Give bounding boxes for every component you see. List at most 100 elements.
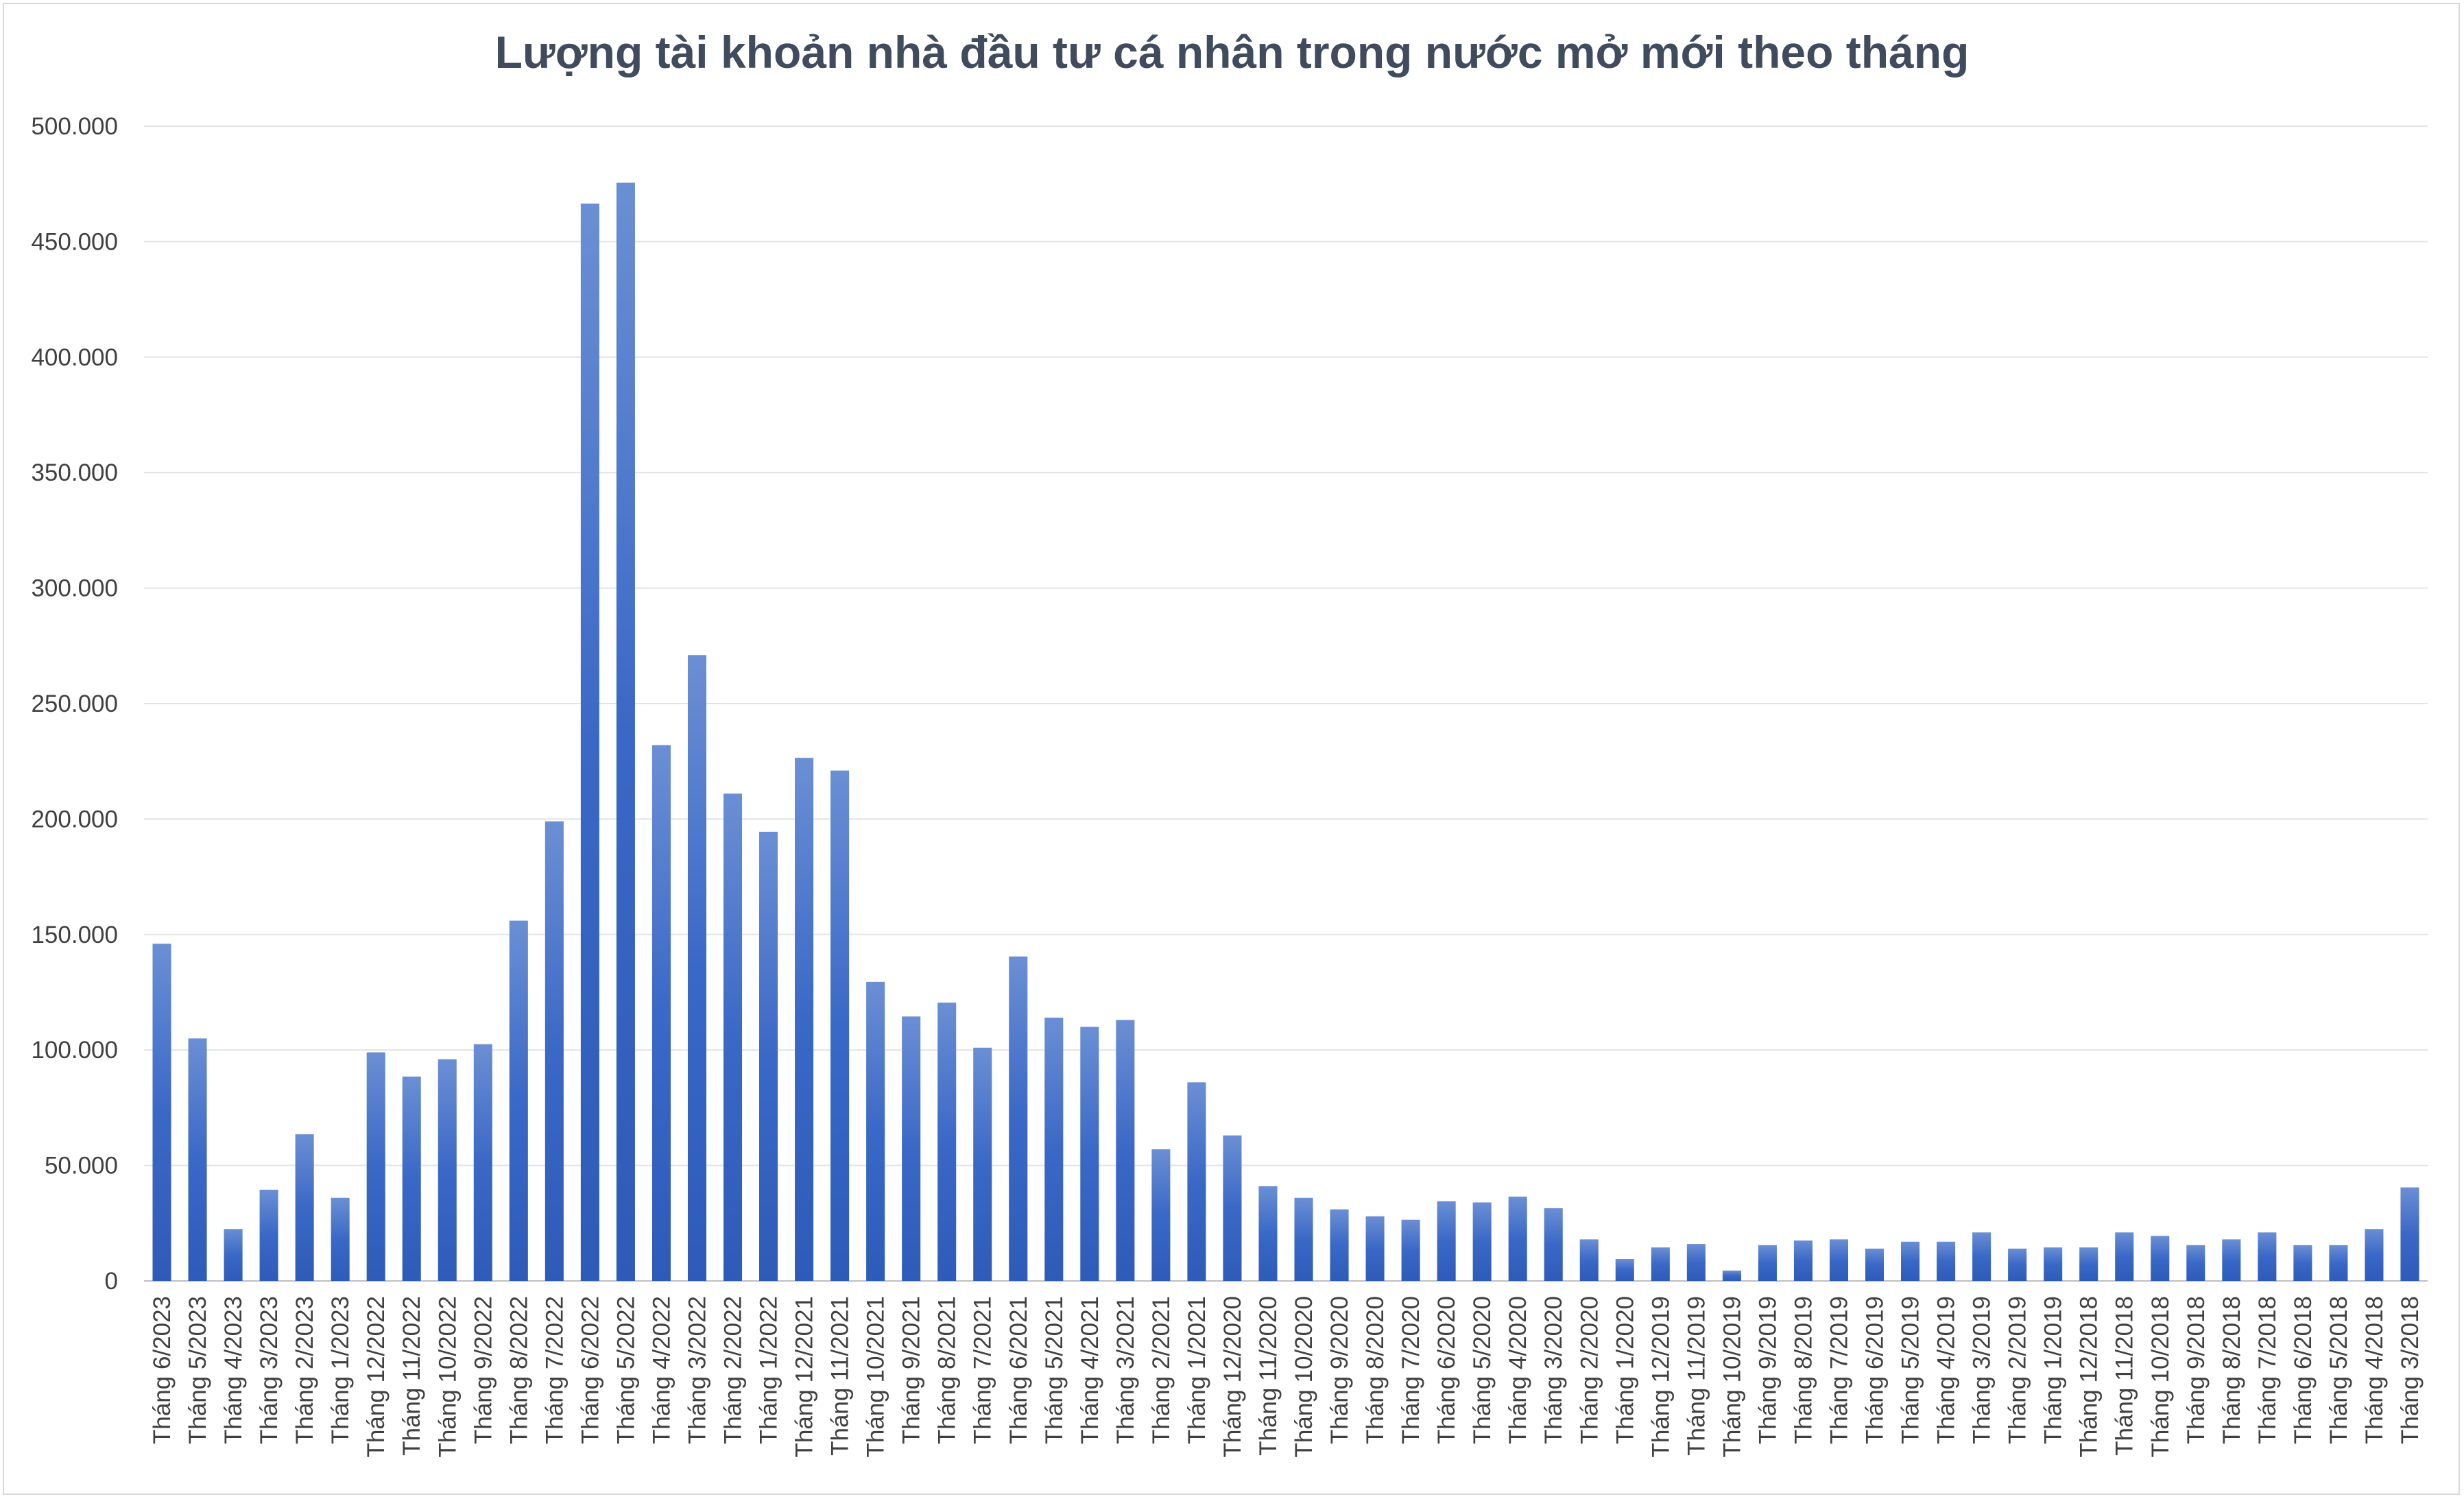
bar xyxy=(1044,1018,1064,1281)
bar xyxy=(2151,1236,2170,1281)
bar xyxy=(1401,1219,1420,1281)
y-tick-label: 250.000 xyxy=(31,691,118,717)
y-tick-label: 100.000 xyxy=(31,1037,118,1064)
x-tick-label: Tháng 12/2021 xyxy=(791,1296,818,1457)
bar xyxy=(1080,1027,1099,1281)
x-tick-label: Tháng 1/2019 xyxy=(2040,1296,2067,1444)
x-tick-label: Tháng 1/2022 xyxy=(756,1296,782,1444)
bar xyxy=(224,1229,243,1281)
bar xyxy=(2044,1247,2063,1281)
x-tick-label: Tháng 4/2019 xyxy=(1933,1296,1960,1444)
bar xyxy=(2293,1245,2312,1281)
bar xyxy=(2008,1248,2027,1281)
bar xyxy=(723,793,743,1281)
gridlines xyxy=(144,125,2428,1282)
bar xyxy=(830,770,850,1281)
x-tick-label: Tháng 10/2021 xyxy=(863,1296,889,1457)
x-tick-label: Tháng 7/2019 xyxy=(1826,1296,1852,1444)
x-tick-label: Tháng 12/2020 xyxy=(1219,1296,1246,1457)
bar xyxy=(1937,1241,1956,1281)
y-tick-label: 0 xyxy=(105,1268,118,1295)
x-tick-label: Tháng 6/2023 xyxy=(149,1296,176,1444)
x-tick-label: Tháng 1/2023 xyxy=(327,1296,354,1444)
bar xyxy=(2222,1239,2241,1281)
x-tick-label: Tháng 9/2019 xyxy=(1754,1296,1781,1444)
x-tick-label: Tháng 7/2020 xyxy=(1398,1296,1424,1444)
x-tick-label: Tháng 6/2018 xyxy=(2290,1296,2317,1444)
bar xyxy=(295,1134,314,1281)
x-tick-label: Tháng 12/2022 xyxy=(363,1296,390,1457)
x-tick-label: Tháng 11/2020 xyxy=(1255,1296,1282,1456)
x-axis-labels: Tháng 6/2023 Tháng 5/2023 Tháng 4/2023 Thán… xyxy=(149,1296,2424,1457)
bar xyxy=(402,1076,421,1281)
x-tick-label: Tháng 8/2019 xyxy=(1790,1296,1817,1444)
x-tick-label: Tháng 7/2022 xyxy=(541,1296,568,1444)
x-tick-label: Tháng 4/2020 xyxy=(1505,1296,1531,1444)
x-tick-label: Tháng 10/2022 xyxy=(434,1296,461,1457)
bar xyxy=(1686,1244,1706,1281)
y-tick-label: 350.000 xyxy=(31,459,118,486)
y-tick-label: 150.000 xyxy=(31,922,118,948)
bar xyxy=(1901,1241,1920,1281)
bar xyxy=(973,1047,992,1281)
x-tick-label: Tháng 2/2021 xyxy=(1148,1296,1175,1444)
bar xyxy=(651,745,671,1281)
x-tick-label: Tháng 11/2019 xyxy=(1683,1296,1710,1456)
x-tick-label: Tháng 3/2018 xyxy=(2397,1296,2424,1444)
bar xyxy=(152,944,171,1281)
bar xyxy=(1972,1232,1991,1281)
y-tick-label: 200.000 xyxy=(31,806,118,832)
x-tick-label: Tháng 5/2018 xyxy=(2325,1296,2352,1444)
bar xyxy=(1651,1247,1670,1281)
x-tick-label: Tháng 9/2020 xyxy=(1326,1296,1353,1444)
bar xyxy=(2258,1232,2277,1281)
x-tick-label: Tháng 1/2020 xyxy=(1612,1296,1638,1444)
bar xyxy=(259,1189,278,1281)
x-tick-label: Tháng 4/2022 xyxy=(648,1296,675,1444)
x-tick-label: Tháng 4/2023 xyxy=(220,1296,247,1444)
x-tick-label: Tháng 3/2023 xyxy=(256,1296,283,1444)
x-tick-label: Tháng 12/2019 xyxy=(1647,1296,1674,1457)
x-tick-label: Tháng 2/2019 xyxy=(2005,1296,2031,1444)
bar xyxy=(331,1197,350,1281)
bar xyxy=(188,1038,207,1281)
y-tick-label: 450.000 xyxy=(31,228,118,255)
x-tick-label: Tháng 6/2020 xyxy=(1433,1296,1460,1444)
bar xyxy=(1009,956,1028,1281)
x-tick-label: Tháng 5/2021 xyxy=(1041,1296,1068,1444)
x-tick-label: Tháng 10/2020 xyxy=(1291,1296,1317,1457)
bar xyxy=(902,1016,921,1281)
x-tick-label: Tháng 11/2018 xyxy=(2112,1296,2138,1456)
y-tick-label: 300.000 xyxy=(31,575,118,602)
bar xyxy=(1758,1245,1777,1281)
bar xyxy=(473,1044,492,1281)
bar xyxy=(687,655,707,1281)
bar xyxy=(1829,1239,1849,1281)
x-tick-label: Tháng 8/2018 xyxy=(2218,1296,2245,1444)
x-tick-label: Tháng 5/2023 xyxy=(184,1296,211,1444)
x-tick-label: Tháng 1/2021 xyxy=(1184,1296,1210,1444)
bar xyxy=(2115,1232,2134,1281)
bar xyxy=(1294,1197,1313,1281)
bar xyxy=(2186,1245,2205,1281)
bars xyxy=(152,182,2419,1281)
bar xyxy=(509,920,528,1281)
x-tick-label: Tháng 8/2021 xyxy=(934,1296,961,1444)
bar xyxy=(1437,1201,1456,1281)
bar xyxy=(1187,1082,1206,1281)
x-tick-label: Tháng 2/2022 xyxy=(720,1296,747,1444)
x-tick-label: Tháng 2/2023 xyxy=(291,1296,318,1444)
x-tick-label: Tháng 6/2022 xyxy=(577,1296,603,1444)
x-tick-label: Tháng 8/2020 xyxy=(1362,1296,1389,1444)
x-tick-label: Tháng 5/2022 xyxy=(612,1296,639,1444)
x-tick-label: Tháng 10/2018 xyxy=(2147,1296,2174,1457)
x-tick-label: Tháng 6/2021 xyxy=(1005,1296,1032,1444)
x-tick-label: Tháng 8/2022 xyxy=(505,1296,532,1444)
x-tick-label: Tháng 2/2020 xyxy=(1576,1296,1603,1444)
bar xyxy=(2400,1187,2419,1281)
bar xyxy=(616,182,635,1281)
bar xyxy=(580,203,599,1281)
x-tick-label: Tháng 7/2021 xyxy=(970,1296,996,1444)
bar xyxy=(1365,1216,1385,1281)
